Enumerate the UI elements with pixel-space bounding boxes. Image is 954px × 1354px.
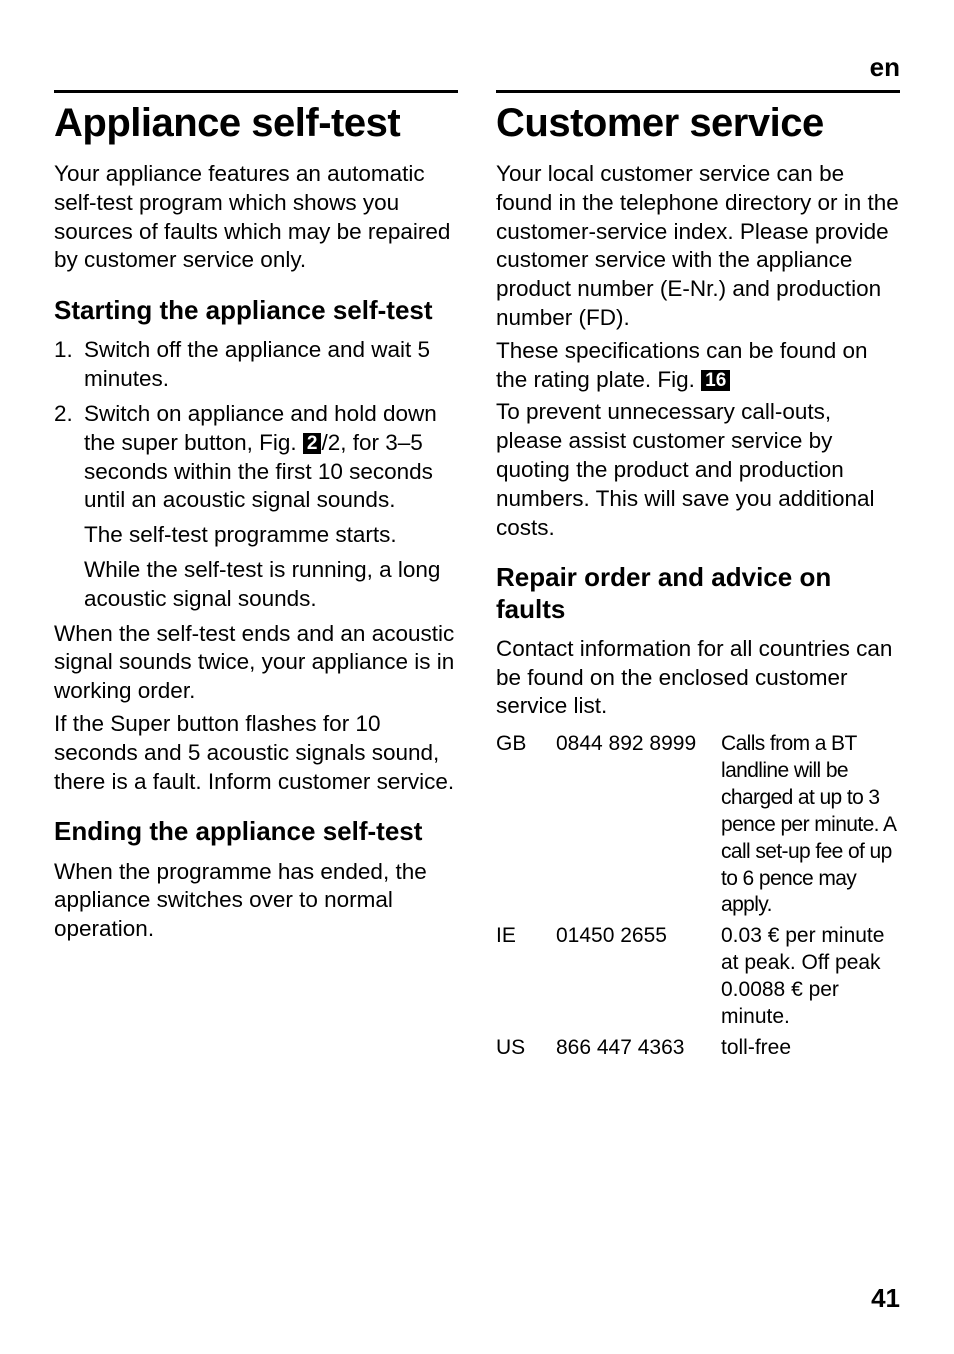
contact-table: GB 0844 892 8999 Calls from a BT landlin… [496,731,900,1062]
country-code: US [496,1035,556,1062]
right-column: Customer service Your local customer ser… [496,90,900,1066]
intro-paragraph: Your appliance features an automatic sel… [54,160,458,275]
after-test-paragraph-1: When the self-test ends and an acoustic … [54,620,458,706]
heading-ending-self-test: Ending the appliance self-test [54,816,458,847]
step2-sub2: While the self-test is running, a long a… [54,556,458,614]
content-columns: Appliance self-test Your appliance featu… [54,90,900,1066]
step2-sub1: The self-test programme starts. [54,521,458,550]
phone-number: 01450 2655 [556,923,721,1031]
list-item: Switch off the appliance and wait 5 minu… [54,336,458,394]
cs-paragraph-1: Your local customer service can be found… [496,160,900,333]
call-note: 0.03 € per minute at peak. Off peak 0.00… [721,923,900,1031]
ending-paragraph: When the programme has ended, the applia… [54,858,458,944]
phone-number: 866 447 4363 [556,1035,721,1062]
cs-paragraph-2: These specifications can be found on the… [496,337,900,395]
table-row: GB 0844 892 8999 Calls from a BT landlin… [496,731,900,919]
heading-starting-self-test: Starting the appliance self-test [54,295,458,326]
country-code: GB [496,731,556,919]
left-column: Appliance self-test Your appliance featu… [54,90,458,1066]
cs-p2-text: These specifications can be found on the… [496,338,868,392]
language-code: en [870,52,900,83]
table-row: US 866 447 4363 toll-free [496,1035,900,1062]
section-rule [54,90,458,93]
section-rule [496,90,900,93]
figure-ref-icon: 16 [701,370,730,391]
country-code: IE [496,923,556,1031]
heading-repair-order: Repair order and advice on faults [496,562,900,624]
after-test-paragraph-2: If the Super button flashes for 10 secon… [54,710,458,796]
call-note: toll-free [721,1035,900,1062]
phone-number: 0844 892 8999 [556,731,721,919]
heading-customer-service: Customer service [496,101,900,146]
cs-paragraph-3: To prevent unnecessary call-outs, please… [496,398,900,542]
self-test-steps: Switch off the appliance and wait 5 minu… [54,336,458,515]
figure-ref-icon: 2 [303,433,322,454]
call-note: Calls from a BT landline will be charged… [721,731,900,919]
list-item: Switch on appliance and hold down the su… [54,400,458,515]
page-number: 41 [871,1283,900,1314]
heading-appliance-self-test: Appliance self-test [54,101,458,146]
repair-paragraph: Contact information for all countries ca… [496,635,900,721]
table-row: IE 01450 2655 0.03 € per minute at peak.… [496,923,900,1031]
